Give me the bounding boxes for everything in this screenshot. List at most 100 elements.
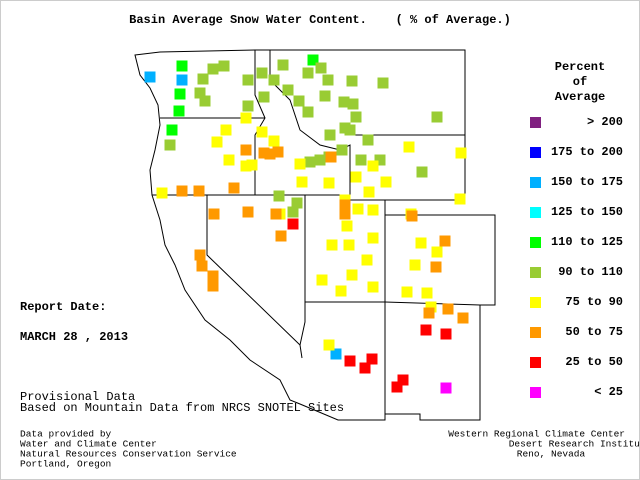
site-marker <box>287 218 299 230</box>
site-marker <box>361 254 373 266</box>
ca-nv-border <box>206 195 303 359</box>
title: Basin Average Snow Water Content. ( % of… <box>129 13 511 27</box>
site-marker <box>302 106 314 118</box>
legend-label: 50 to 75 <box>565 325 623 339</box>
site-marker <box>275 230 287 242</box>
site-marker <box>199 95 211 107</box>
site-marker <box>431 246 443 258</box>
site-marker <box>144 71 156 83</box>
site-marker <box>423 307 435 319</box>
site-markers <box>144 54 469 394</box>
legend-swatch <box>530 237 541 248</box>
site-marker <box>324 129 336 141</box>
site-marker <box>166 124 178 136</box>
site-marker <box>430 261 442 273</box>
site-marker <box>277 59 289 71</box>
site-marker <box>240 160 252 172</box>
site-marker <box>258 147 270 159</box>
credit: Natural Resources Conservation Service <box>20 449 237 460</box>
site-marker <box>401 286 413 298</box>
site-marker <box>294 158 306 170</box>
site-marker <box>367 232 379 244</box>
site-marker <box>431 111 443 123</box>
site-marker <box>323 339 335 351</box>
legend: Percent of Average > 200 175 to 200 150 to… <box>530 60 623 399</box>
site-marker <box>359 362 371 374</box>
site-marker <box>207 270 219 282</box>
site-marker <box>421 287 433 299</box>
credit: Data provided by <box>20 429 112 440</box>
legend-swatch <box>530 267 541 278</box>
site-marker <box>347 98 359 110</box>
site-marker <box>207 63 219 75</box>
site-marker <box>339 199 351 211</box>
site-marker <box>442 303 454 315</box>
site-marker <box>367 204 379 216</box>
or-id-border <box>254 50 266 195</box>
site-marker <box>440 328 452 340</box>
site-marker <box>355 154 367 166</box>
credit: Desert Research Institute <box>509 439 640 450</box>
site-marker <box>268 135 280 147</box>
site-marker <box>397 374 409 386</box>
site-marker <box>391 381 403 393</box>
site-marker <box>409 259 421 271</box>
site-marker <box>325 151 337 163</box>
site-marker <box>377 77 389 89</box>
site-marker <box>256 67 268 79</box>
site-marker <box>406 210 418 222</box>
site-marker <box>403 141 415 153</box>
note: Based on Mountain Data from NRCS SNOTEL … <box>20 401 344 415</box>
site-marker <box>272 146 284 158</box>
report-label: Report Date: <box>20 300 106 314</box>
site-marker <box>156 187 168 199</box>
credit: Water and Climate Center <box>20 439 157 450</box>
site-marker <box>208 208 220 220</box>
site-marker <box>326 239 338 251</box>
legend-label: 90 to 110 <box>558 265 623 279</box>
legend-label: 25 to 50 <box>565 355 623 369</box>
credit: Reno, Nevada <box>517 449 586 460</box>
site-marker <box>339 208 351 220</box>
site-marker <box>323 177 335 189</box>
site-marker <box>367 281 379 293</box>
legend-swatch <box>530 207 541 218</box>
site-marker <box>196 260 208 272</box>
site-marker <box>218 60 230 72</box>
site-marker <box>264 148 276 160</box>
site-marker <box>343 239 355 251</box>
legend-title: Percent <box>555 60 605 74</box>
site-marker <box>415 237 427 249</box>
site-marker <box>346 75 358 87</box>
site-marker <box>194 249 206 261</box>
site-marker <box>302 67 314 79</box>
site-marker <box>173 105 185 117</box>
site-marker <box>223 154 235 166</box>
site-marker <box>296 176 308 188</box>
site-marker <box>416 166 428 178</box>
site-marker <box>194 87 206 99</box>
site-marker <box>220 124 232 136</box>
site-marker <box>242 100 254 112</box>
site-marker <box>350 171 362 183</box>
west-outline <box>134 49 496 421</box>
site-marker <box>439 235 451 247</box>
site-marker <box>341 220 353 232</box>
site-marker <box>256 126 268 138</box>
site-marker <box>315 62 327 74</box>
site-marker <box>307 54 319 66</box>
site-marker <box>258 91 270 103</box>
site-marker <box>270 208 282 220</box>
legend-swatch <box>530 297 541 308</box>
site-marker <box>282 84 294 96</box>
site-marker <box>425 301 437 313</box>
site-marker <box>304 156 316 168</box>
site-marker <box>344 355 356 367</box>
site-marker <box>176 60 188 72</box>
site-marker <box>268 74 280 86</box>
site-marker <box>420 324 432 336</box>
site-marker <box>380 176 392 188</box>
legend-label: 110 to 125 <box>551 235 623 249</box>
credit: Portland, Oregon <box>20 459 111 470</box>
